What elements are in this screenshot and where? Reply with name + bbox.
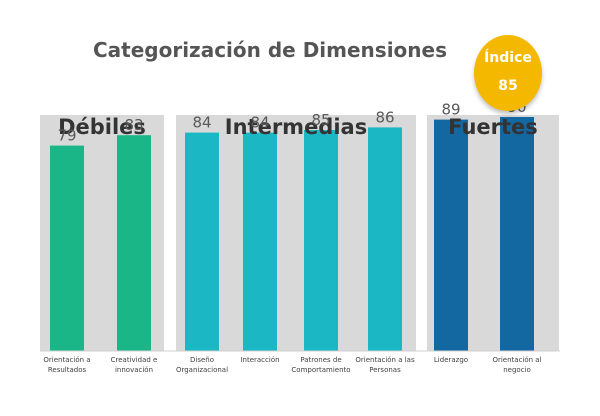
group-title-2: Fuertes	[448, 115, 538, 139]
category-label-1-2: Patrones de Comportamiento	[291, 356, 350, 374]
category-label-0-1: Creatividad e innovación	[111, 356, 158, 374]
bar-1-0	[185, 132, 219, 351]
group-title-0: Débiles	[58, 115, 146, 139]
value-label-0-0: 79	[57, 127, 76, 145]
category-label-1-3: Orientación a las Personas	[355, 356, 415, 374]
category-label-2-1: Orientación al negocio	[492, 356, 541, 374]
index-badge-label: Índice	[484, 50, 532, 66]
index-badge-value: 85	[498, 78, 518, 94]
value-label-0-1: 83	[124, 116, 143, 134]
value-label-1-2: 85	[311, 111, 330, 129]
bar-1-2	[304, 130, 338, 351]
bar-0-1	[117, 135, 151, 351]
value-label-1-0: 84	[192, 114, 211, 132]
bar-1-1	[243, 132, 277, 351]
bar-2-0	[434, 119, 468, 351]
index-badge: Índice 85	[474, 35, 542, 111]
value-label-2-0: 89	[441, 101, 460, 119]
category-label-2-0: Liderazgo	[434, 356, 468, 364]
bar-2-1	[500, 117, 534, 351]
category-label-1-1: Interacción	[240, 356, 279, 364]
chart-title: Categorización de Dimensiones	[92, 38, 447, 62]
bar-1-3	[368, 127, 402, 352]
category-label-0-0: Orientación a Resultados	[43, 356, 90, 374]
value-label-1-1: 84	[250, 114, 269, 132]
group-title-1: Intermedias	[225, 115, 367, 139]
value-label-1-3: 86	[375, 108, 394, 126]
bar-0-0	[50, 145, 84, 351]
category-label-1-0: Diseño Organizacional	[176, 356, 228, 374]
